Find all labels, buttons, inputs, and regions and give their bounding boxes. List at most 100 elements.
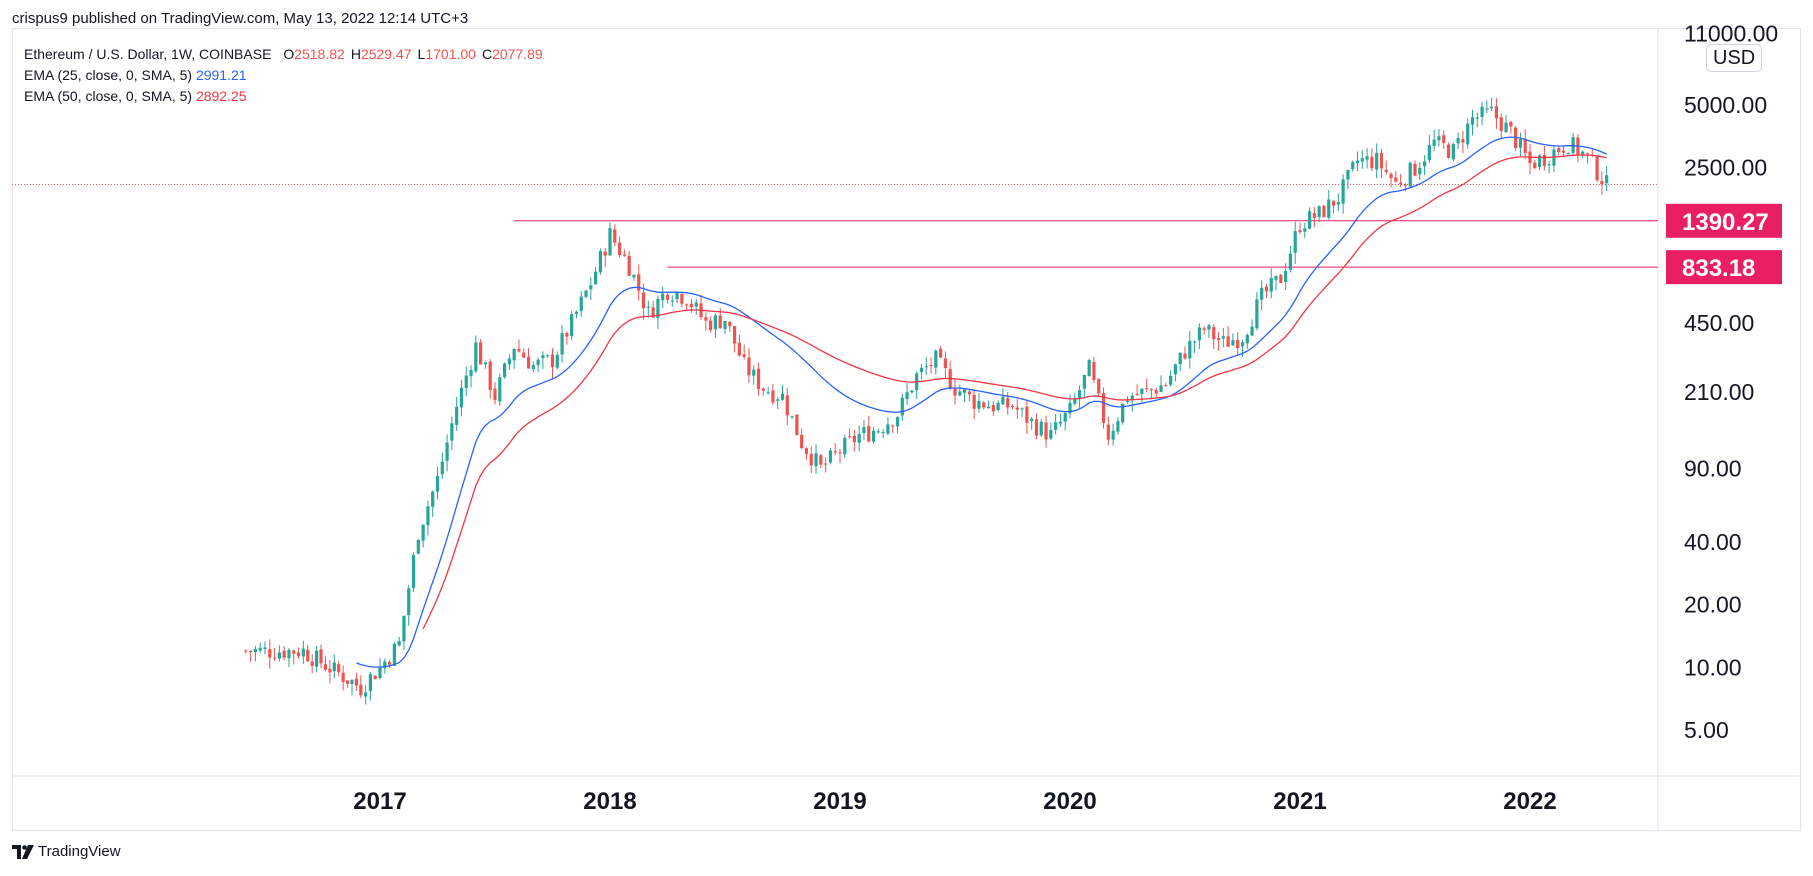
candle-body — [991, 405, 995, 412]
candle-body — [526, 356, 531, 369]
candle-body — [1010, 405, 1015, 408]
candle-body — [1183, 353, 1187, 359]
candle-body — [809, 453, 813, 466]
ohlc-label-l: L — [417, 46, 426, 62]
candle-body — [1470, 117, 1475, 125]
candle-body — [1360, 158, 1364, 162]
candle-body — [1154, 389, 1158, 394]
candle-body — [780, 393, 785, 400]
candle-body — [282, 650, 286, 658]
candle-body — [867, 426, 871, 442]
candle-body — [502, 363, 507, 377]
candle-body — [565, 332, 569, 337]
chart-legend: Ethereum / U.S. Dollar, 1W, COINBASE O25… — [24, 44, 543, 107]
price-tick-label: 2500.00 — [1684, 155, 1767, 181]
candle-body — [996, 402, 1000, 411]
candle-body — [637, 274, 641, 291]
candle-body — [1044, 422, 1048, 440]
ohlc-value-h: 2529.47 — [360, 46, 412, 62]
ohlc-label-o: O — [283, 46, 295, 62]
candle-body — [328, 668, 332, 673]
candle-body — [594, 271, 598, 285]
candle-body — [440, 461, 444, 475]
candle-body — [1336, 202, 1340, 205]
candle-body — [939, 348, 943, 358]
candle-body — [1499, 117, 1503, 132]
price-tick-label: 5.00 — [1684, 717, 1729, 743]
candle-body — [1480, 106, 1484, 118]
tradingview-logo-text: TradingView — [38, 843, 121, 860]
candle-body — [1557, 148, 1561, 153]
candle-body — [373, 675, 377, 680]
candle-body — [790, 416, 794, 418]
candle-body — [350, 680, 354, 684]
candle-body — [560, 333, 564, 355]
candle-body — [1145, 388, 1149, 390]
candle-body — [1303, 228, 1307, 232]
candle-body — [766, 392, 770, 394]
candle-body — [1121, 403, 1125, 423]
candle-body — [435, 475, 440, 492]
ema50-value: 2892.25 — [195, 88, 247, 104]
candle-body — [345, 680, 350, 684]
candle-body — [1240, 342, 1245, 347]
candle-body — [1279, 274, 1283, 284]
candle-body — [1015, 407, 1019, 410]
candle-body — [617, 242, 622, 255]
candle-body — [1245, 335, 1249, 344]
candle-body — [641, 292, 646, 309]
ohlc-label-c: C — [481, 46, 493, 62]
candle-body — [1581, 151, 1585, 155]
candle-body — [627, 255, 631, 276]
candle-body — [1116, 421, 1120, 432]
candle-body — [1384, 169, 1388, 173]
candle-body — [445, 442, 449, 461]
candle-body — [1422, 161, 1427, 167]
chart-pane[interactable] — [12, 28, 1801, 831]
level-label-0: 1390.27 — [1682, 209, 1769, 236]
candle-body — [332, 662, 336, 672]
ohlc-value-o: 2518.82 — [294, 46, 345, 62]
candle-body — [1092, 361, 1096, 380]
price-tick-label: 11000.00 — [1684, 21, 1778, 47]
currency-unit-button[interactable]: USD — [1706, 44, 1763, 72]
candle-body — [1408, 162, 1412, 187]
candle-body — [1413, 163, 1417, 176]
candle-body — [977, 401, 981, 409]
candle-body — [546, 355, 550, 357]
candle-body — [574, 311, 579, 314]
candle-body — [1101, 393, 1106, 423]
time-tick-label: 2019 — [813, 788, 866, 815]
candle-body — [709, 320, 713, 331]
candle-body — [319, 649, 323, 664]
candle-body — [1149, 389, 1154, 391]
price-tick-label: 10.00 — [1684, 654, 1742, 680]
ema25-row[interactable]: EMA (25, close, 0, SMA, 5) 2991.21 — [24, 65, 543, 86]
candle-body — [354, 678, 359, 686]
candle-body — [1346, 169, 1350, 180]
ohlc-label-h: H — [350, 46, 361, 62]
candle-body — [550, 354, 555, 368]
price-tick-label: 210.00 — [1684, 379, 1754, 405]
price-tick-label: 40.00 — [1684, 529, 1742, 555]
tradingview-logo-icon — [12, 844, 34, 859]
ema50-row[interactable]: EMA (50, close, 0, SMA, 5) 2892.25 — [24, 86, 543, 107]
candle-body — [1351, 162, 1355, 170]
symbol-row[interactable]: Ethereum / U.S. Dollar, 1W, COINBASE O25… — [24, 44, 543, 65]
candle-body — [1073, 398, 1077, 404]
tradingview-logo[interactable]: TradingView — [12, 843, 121, 860]
candle-body — [1077, 390, 1082, 399]
candle-body — [756, 368, 761, 389]
candle-body — [522, 352, 526, 358]
candle-body — [1274, 275, 1278, 280]
candle-body — [1169, 375, 1173, 385]
candle-body — [459, 387, 464, 408]
candle-body — [871, 430, 876, 442]
candle-body — [670, 300, 674, 302]
candle-body — [263, 647, 267, 649]
candle-body — [474, 342, 478, 372]
candle-body — [1394, 177, 1398, 182]
candle-body — [1418, 167, 1422, 175]
candle-body — [900, 397, 904, 416]
